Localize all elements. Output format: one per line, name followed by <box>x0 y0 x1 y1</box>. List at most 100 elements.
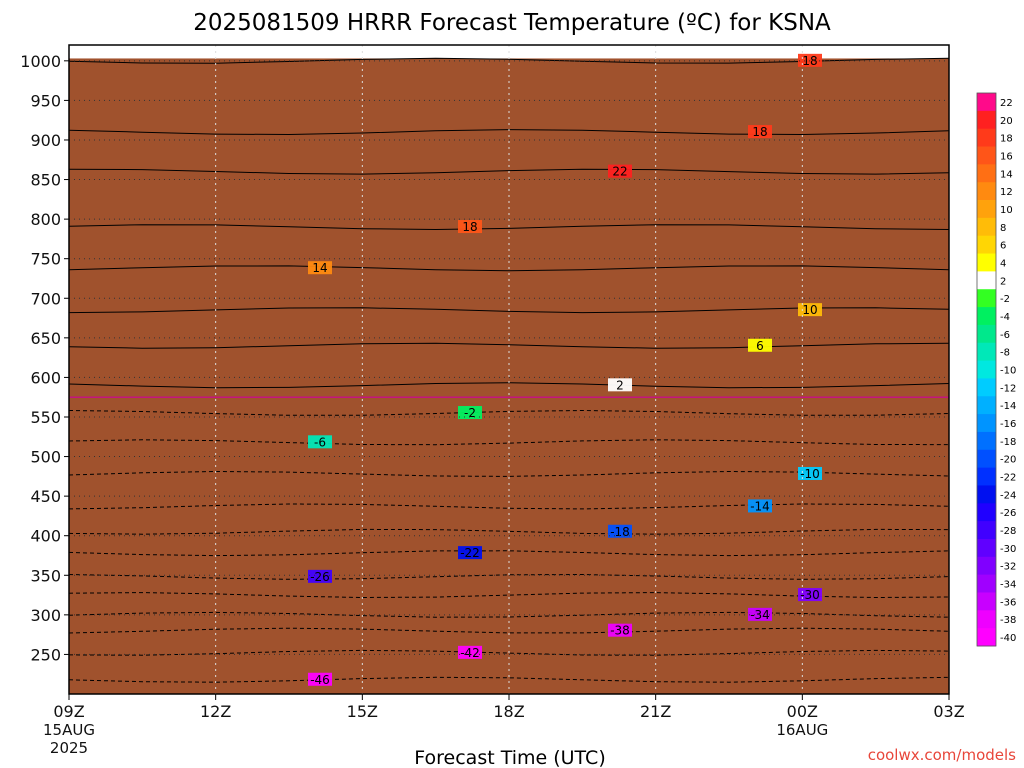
colorbar-label: -32 <box>1000 562 1016 573</box>
colorbar-frame <box>976 92 997 647</box>
colorbar-label: -8 <box>1000 348 1010 359</box>
isotherm-label-bg <box>458 406 482 420</box>
colorbar-label: -24 <box>1000 490 1016 501</box>
credit-text: coolwx.com/models <box>868 746 1016 764</box>
isotherm-label: 6 <box>756 339 764 353</box>
y-tick-label: 950 <box>30 91 61 110</box>
x-tick-date: 16AUG <box>776 721 828 739</box>
colorbar-swatch <box>977 592 996 611</box>
colorbar-label: -38 <box>1000 615 1016 626</box>
isotherm-label: 18 <box>462 220 477 234</box>
colorbar-label: 20 <box>1000 116 1013 127</box>
isotherm-label-bg <box>608 378 632 392</box>
colorbar-swatch <box>977 289 996 308</box>
isotherm-label-bg <box>458 220 482 234</box>
y-tick-label: 350 <box>30 566 61 585</box>
isotherm-line <box>68 265 950 272</box>
colorbar-swatch <box>977 93 996 112</box>
isotherm-label-bg <box>308 569 332 583</box>
isotherm-label-bg <box>798 588 822 602</box>
y-tick-label: 450 <box>30 487 61 506</box>
colorbar-label: -10 <box>1000 366 1016 377</box>
colorbar-swatch <box>977 431 996 451</box>
isotherm-label-bg <box>458 645 482 659</box>
colorbar-label: -22 <box>1000 473 1016 484</box>
colorbar-swatch <box>977 146 996 165</box>
x-tick-label: 21Z <box>640 702 671 721</box>
y-tick-label: 300 <box>30 606 61 625</box>
colorbar-swatch <box>977 574 996 593</box>
isotherm-label: -38 <box>610 624 630 638</box>
x-tick-label: 15Z <box>347 702 378 721</box>
colorbar-label: 16 <box>1000 151 1013 162</box>
y-tick-label: 500 <box>30 448 61 467</box>
x-tick-date: 15AUG <box>43 721 95 739</box>
colorbar-label: 6 <box>1000 241 1006 252</box>
y-tick-label: 650 <box>30 329 61 348</box>
colorbar-swatch <box>977 414 996 433</box>
isotherm-label: -34 <box>750 608 770 622</box>
isotherm-label: 18 <box>802 54 817 68</box>
colorbar-label: -34 <box>1000 580 1016 591</box>
isotherm-label: 14 <box>312 261 327 275</box>
colorbar-label: -2 <box>1000 294 1010 305</box>
colorbar-label: -28 <box>1000 526 1016 537</box>
colorbar-label: 2 <box>1000 276 1006 287</box>
y-tick-label: 250 <box>30 645 61 664</box>
colorbar-swatch <box>977 235 996 254</box>
isotherm-label-bg <box>798 466 822 480</box>
isotherm-label-bg <box>308 261 332 275</box>
colorbar-label: -4 <box>1000 312 1010 323</box>
isotherm-label: -6 <box>314 435 326 449</box>
isotherm-label: 10 <box>802 303 817 317</box>
colorbar-label: -36 <box>1000 597 1016 608</box>
colorbar-swatch <box>977 556 996 576</box>
colorbar-swatch <box>977 485 996 504</box>
isotherm-label-bg <box>748 607 772 621</box>
y-tick-label: 400 <box>30 527 61 546</box>
colorbar-swatch <box>977 396 996 415</box>
isotherm-label-bg <box>458 546 482 560</box>
isotherm-label-bg <box>748 338 772 352</box>
isotherm-label-bg <box>748 125 772 139</box>
isotherm-label-bg <box>308 435 332 449</box>
colorbar-label: -26 <box>1000 508 1016 519</box>
colorbar-label: 18 <box>1000 134 1013 145</box>
colorbar-label: 10 <box>1000 205 1013 216</box>
colorbar-swatch <box>977 128 996 147</box>
isotherm-label: -2 <box>464 406 476 420</box>
x-tick-label: 03Z <box>933 702 964 721</box>
colorbar-swatch <box>977 110 996 130</box>
colorbar-swatch <box>977 538 996 558</box>
isotherm-label: -42 <box>460 646 480 660</box>
y-tick-label: 600 <box>30 368 61 387</box>
colorbar-label: -30 <box>1000 544 1016 555</box>
colorbar-swatch <box>977 324 996 344</box>
colorbar-swatch <box>977 467 996 486</box>
isotherm-label: -30 <box>800 588 820 602</box>
colorbar-swatch <box>977 521 996 540</box>
colorbar-swatch <box>977 164 996 183</box>
x-tick-label: 12Z <box>200 702 231 721</box>
isotherm-label-bg <box>608 623 632 637</box>
colorbar-swatch <box>977 200 996 219</box>
isotherm-label-bg <box>798 303 822 317</box>
y-tick-label: 900 <box>30 131 61 150</box>
colorbar-label: -40 <box>1000 633 1016 644</box>
colorbar-swatch <box>977 610 996 629</box>
isotherm-label: 2 <box>616 378 624 392</box>
isotherm-label-bg <box>608 164 632 178</box>
colorbar-swatch <box>977 182 996 201</box>
colorbar-label: -16 <box>1000 419 1016 430</box>
x-tick-label: 09Z <box>53 702 84 721</box>
chart-title: 2025081509 HRRR Forecast Temperature (ºC… <box>193 10 831 36</box>
isotherm-label: -18 <box>610 525 630 539</box>
colorbar-label: 4 <box>1000 258 1006 269</box>
colorbar-swatch <box>977 378 996 397</box>
isotherm-label: -26 <box>310 570 330 584</box>
colorbar-label: -6 <box>1000 330 1010 341</box>
isotherm-label-bg <box>308 672 332 686</box>
y-axis: 250 300 350 400 450 500 550 600 650 700 750 800 850 9… <box>20 52 69 664</box>
